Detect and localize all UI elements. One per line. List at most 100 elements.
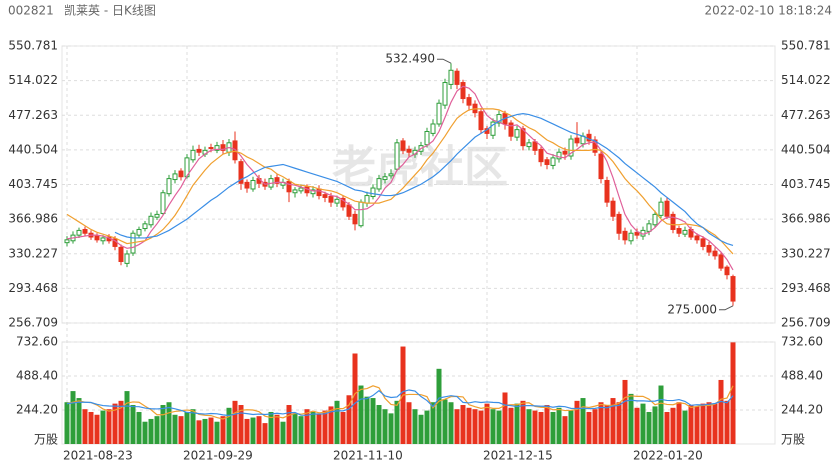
y-tick-label-right: 477.263 (781, 108, 831, 122)
candle-body (550, 157, 556, 166)
volume-bar (208, 417, 214, 444)
volume-bar (310, 411, 316, 444)
y-tick-label-right: 244.20 (781, 403, 823, 417)
volume-bar (556, 407, 562, 444)
volume-bar (550, 411, 556, 444)
y-tick-label: 477.263 (8, 108, 58, 122)
y-tick-label: 330.227 (8, 246, 58, 260)
volume-bar (610, 398, 616, 444)
candle-body (214, 145, 220, 151)
candle-body (274, 177, 280, 184)
max-leader (437, 58, 452, 64)
x-tick-label: 2022-01-20 (633, 449, 703, 463)
volume-bar (412, 409, 418, 444)
candle-body (310, 189, 316, 195)
volume-bar (598, 402, 604, 444)
candle-body (178, 170, 184, 178)
volume-bar (346, 395, 352, 444)
volume-bar (436, 368, 442, 444)
y-tick-label: 403.745 (8, 177, 58, 191)
volume-bar (460, 405, 466, 444)
volume-bar (586, 411, 592, 444)
volume-bar (178, 416, 184, 444)
candle-body (574, 137, 580, 144)
candle-body (694, 235, 700, 241)
candle-body (562, 150, 568, 155)
candle-body (466, 97, 472, 106)
candle-body (520, 128, 526, 147)
volume-bar (376, 405, 382, 444)
volume-bar (514, 403, 520, 444)
x-tick-label: 2021-09-29 (183, 449, 253, 463)
volume-bar (334, 400, 340, 444)
volume-bar (700, 403, 706, 444)
volume-bar (106, 409, 112, 444)
candle-body (676, 228, 682, 234)
candle-body (430, 123, 436, 134)
candle-body (298, 187, 304, 192)
volume-bar (706, 402, 712, 444)
volume-bar (280, 421, 286, 444)
volume-bar (268, 411, 274, 444)
volume-bar (202, 418, 208, 444)
y-tick-label: 440.504 (8, 142, 58, 156)
volume-bar (658, 385, 664, 444)
y-tick-label-right: 732.60 (781, 335, 823, 349)
volume-bar (466, 407, 472, 444)
chart-title: 凯莱英 - 日K线图 (64, 4, 156, 18)
candle-body (286, 180, 292, 193)
y-tick-label: 244.20 (16, 403, 58, 417)
y-tick-label-right: 550.781 (781, 39, 831, 53)
volume-bar (250, 417, 256, 444)
volume-unit: 万股 (34, 433, 58, 447)
volume-bar (382, 409, 388, 444)
volume-bar (322, 410, 328, 444)
candle-body (244, 181, 250, 189)
volume-bar (262, 423, 268, 444)
volume-bar (604, 405, 610, 444)
candle-body (724, 266, 730, 276)
volume-bar (430, 402, 436, 444)
volume-bar (640, 403, 646, 444)
candle-body (148, 215, 154, 226)
x-tick-label: 2021-08-23 (63, 449, 133, 463)
volume-bar (484, 403, 490, 444)
candle-body (604, 179, 610, 203)
candle-body (610, 200, 616, 217)
candle-body (76, 229, 82, 236)
candle-body (700, 238, 706, 247)
y-tick-label-right: 366.986 (781, 212, 831, 226)
y-tick-label: 256.709 (8, 316, 58, 330)
candle-body (142, 223, 148, 230)
candle-body (388, 173, 394, 177)
candle-body (100, 237, 106, 242)
volume-bar (424, 410, 430, 444)
volume-bar (454, 409, 460, 444)
volume-bar (532, 410, 538, 444)
volume-bar (82, 409, 88, 444)
candle-body (448, 69, 454, 85)
volume-bar (76, 398, 82, 444)
volume-bar (544, 405, 550, 444)
candle-body (292, 189, 298, 194)
y-tick-label-right: 256.709 (781, 316, 831, 330)
volume-bar (238, 405, 244, 444)
candle-body (670, 213, 676, 230)
candle-body (208, 147, 214, 150)
volume-bar (358, 385, 364, 444)
volume-bar (622, 379, 628, 444)
y-tick-label: 732.60 (16, 335, 58, 349)
stock-code: 002821 (8, 4, 54, 18)
candle-body (460, 82, 466, 100)
volume-bar (592, 409, 598, 444)
volume-bar (724, 400, 730, 444)
candle-body (556, 151, 562, 160)
y-tick-label: 366.986 (8, 212, 58, 226)
volume-bar (580, 398, 586, 444)
x-tick-label: 2021-11-10 (333, 449, 403, 463)
candle-body (436, 102, 442, 125)
volume-bar (568, 410, 574, 444)
candle-body (166, 178, 172, 195)
volume-bar (538, 411, 544, 444)
candle-body (220, 144, 226, 151)
